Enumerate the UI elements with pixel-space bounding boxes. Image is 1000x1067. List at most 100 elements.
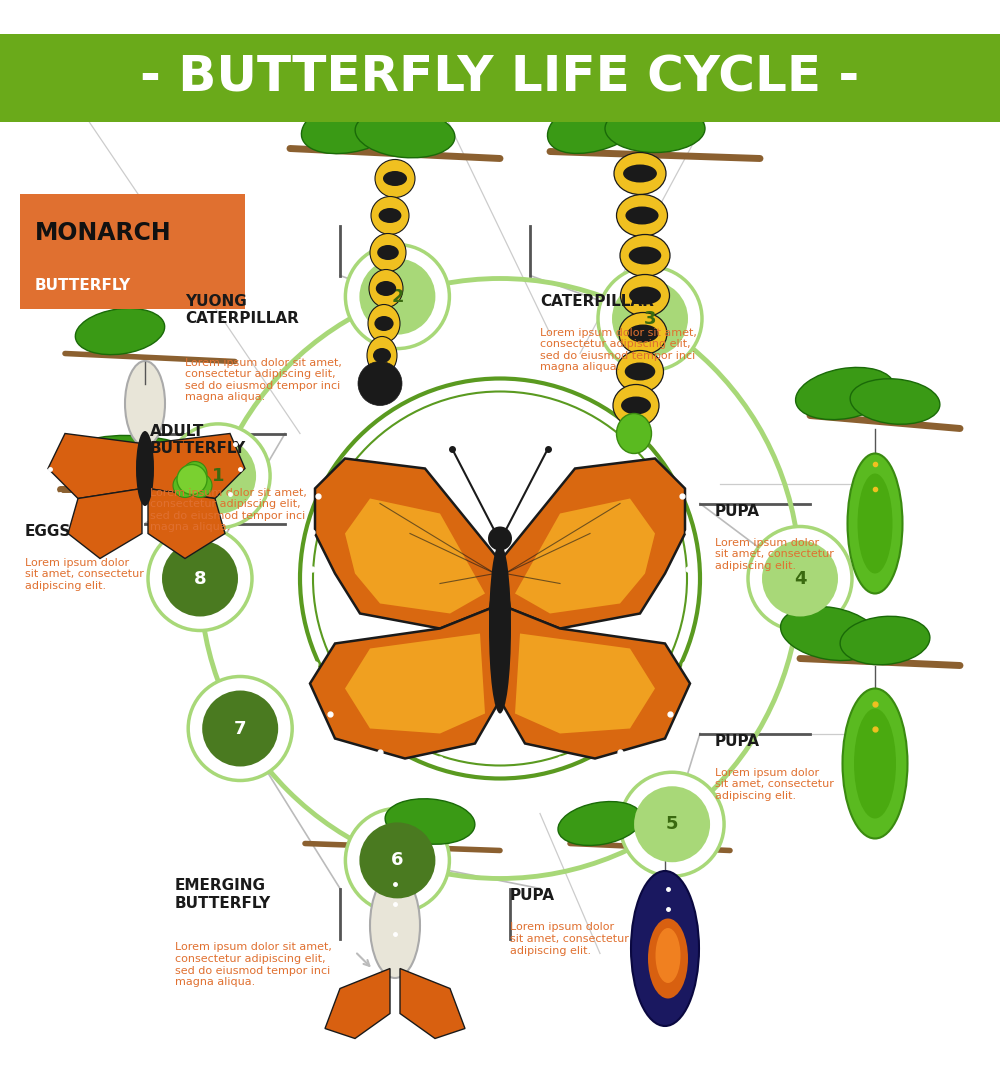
Ellipse shape xyxy=(369,270,403,307)
Text: Lorem ipsum dolor
sit amet, consectetur
adipiscing elit.: Lorem ipsum dolor sit amet, consectetur … xyxy=(25,557,144,591)
Ellipse shape xyxy=(383,171,407,186)
Ellipse shape xyxy=(842,688,908,839)
Ellipse shape xyxy=(376,281,396,296)
Ellipse shape xyxy=(301,94,409,154)
Ellipse shape xyxy=(385,799,475,844)
Ellipse shape xyxy=(489,543,511,714)
Text: Lorem ipsum dolor sit amet,
consectetur adipiscing elit,
sed do eiusmod tempor i: Lorem ipsum dolor sit amet, consectetur … xyxy=(540,328,697,372)
Ellipse shape xyxy=(605,105,705,153)
Ellipse shape xyxy=(379,208,401,223)
Ellipse shape xyxy=(620,274,670,317)
Polygon shape xyxy=(400,969,465,1038)
Text: PUPA: PUPA xyxy=(715,733,760,748)
Circle shape xyxy=(188,676,292,780)
Text: EMERGING
BUTTERFLY: EMERGING BUTTERFLY xyxy=(175,878,271,911)
Polygon shape xyxy=(502,459,685,628)
Ellipse shape xyxy=(619,313,667,354)
Circle shape xyxy=(183,462,207,485)
Text: Lorem ipsum dolor sit amet,
consectetur adipiscing elit,
sed do eiusmod tempor i: Lorem ipsum dolor sit amet, consectetur … xyxy=(150,488,307,532)
Circle shape xyxy=(166,424,270,528)
Polygon shape xyxy=(345,498,485,614)
Ellipse shape xyxy=(616,414,652,453)
Polygon shape xyxy=(325,969,390,1038)
FancyBboxPatch shape xyxy=(20,193,245,308)
Text: 1: 1 xyxy=(212,467,224,484)
Ellipse shape xyxy=(648,919,688,999)
Circle shape xyxy=(148,526,252,631)
Ellipse shape xyxy=(631,871,699,1026)
Ellipse shape xyxy=(629,287,661,304)
Text: 6: 6 xyxy=(391,851,404,870)
Text: 4: 4 xyxy=(794,570,806,588)
Circle shape xyxy=(620,773,724,876)
Ellipse shape xyxy=(368,304,400,343)
Ellipse shape xyxy=(781,606,879,660)
Ellipse shape xyxy=(374,316,394,331)
Circle shape xyxy=(488,526,512,551)
Ellipse shape xyxy=(377,245,399,260)
Ellipse shape xyxy=(621,397,651,414)
Circle shape xyxy=(173,474,197,497)
Circle shape xyxy=(359,823,435,898)
Ellipse shape xyxy=(136,431,154,506)
Text: - BUTTERFLY LIFE CYCLE -: - BUTTERFLY LIFE CYCLE - xyxy=(140,53,860,101)
Text: 8: 8 xyxy=(194,570,206,588)
Text: BUTTERFLY: BUTTERFLY xyxy=(35,278,131,293)
Ellipse shape xyxy=(375,159,415,197)
Ellipse shape xyxy=(547,90,653,154)
Circle shape xyxy=(359,258,435,335)
Ellipse shape xyxy=(850,379,940,425)
Circle shape xyxy=(188,474,212,497)
Ellipse shape xyxy=(616,194,668,237)
Ellipse shape xyxy=(370,873,420,978)
Text: Lorem ipsum dolor
sit amet, consectetur
adipiscing elit.: Lorem ipsum dolor sit amet, consectetur … xyxy=(510,923,629,956)
Ellipse shape xyxy=(858,474,893,573)
Polygon shape xyxy=(148,489,225,558)
Circle shape xyxy=(612,281,688,356)
Text: Lorem ipsum dolor sit amet,
consectetur adipiscing elit,
sed do eiusmod tempor i: Lorem ipsum dolor sit amet, consectetur … xyxy=(185,357,342,402)
Circle shape xyxy=(358,362,402,405)
Ellipse shape xyxy=(177,464,207,494)
Ellipse shape xyxy=(840,617,930,665)
Ellipse shape xyxy=(613,384,659,427)
Text: EGGS: EGGS xyxy=(25,524,71,539)
Ellipse shape xyxy=(75,308,165,354)
Text: YUONG
CATERPILLAR: YUONG CATERPILLAR xyxy=(185,293,299,325)
Ellipse shape xyxy=(367,336,397,375)
Polygon shape xyxy=(315,459,498,628)
Ellipse shape xyxy=(125,361,165,446)
Text: 5: 5 xyxy=(666,815,678,833)
Circle shape xyxy=(598,267,702,370)
Circle shape xyxy=(180,437,256,514)
Polygon shape xyxy=(148,433,245,498)
Polygon shape xyxy=(515,634,655,733)
Ellipse shape xyxy=(854,708,896,818)
Circle shape xyxy=(345,809,449,912)
Polygon shape xyxy=(310,608,498,759)
Ellipse shape xyxy=(848,453,902,593)
Ellipse shape xyxy=(614,153,666,194)
Text: Lorem ipsum dolor
sit amet, consectetur
adipiscing elit.: Lorem ipsum dolor sit amet, consectetur … xyxy=(715,767,834,800)
Ellipse shape xyxy=(796,367,894,419)
Text: PUPA: PUPA xyxy=(510,889,555,904)
Text: Lorem ipsum dolor
sit amet, consectetur
adipiscing elit.: Lorem ipsum dolor sit amet, consectetur … xyxy=(715,538,834,571)
Text: ADULT
BUTTERFLY: ADULT BUTTERFLY xyxy=(150,424,246,456)
Circle shape xyxy=(202,690,278,766)
Text: PUPA: PUPA xyxy=(715,504,760,519)
Text: 7: 7 xyxy=(234,719,246,737)
Ellipse shape xyxy=(627,324,659,343)
Ellipse shape xyxy=(616,350,664,393)
Text: Lorem ipsum dolor sit amet,
consectetur adipiscing elit,
sed do eiusmod tempor i: Lorem ipsum dolor sit amet, consectetur … xyxy=(175,942,332,987)
Ellipse shape xyxy=(625,363,655,381)
Ellipse shape xyxy=(629,246,661,265)
Circle shape xyxy=(748,526,852,631)
Polygon shape xyxy=(68,489,142,558)
Ellipse shape xyxy=(558,801,642,845)
Polygon shape xyxy=(502,608,690,759)
Circle shape xyxy=(762,541,838,617)
Circle shape xyxy=(162,541,238,617)
Ellipse shape xyxy=(355,109,455,158)
Ellipse shape xyxy=(623,164,657,182)
Polygon shape xyxy=(48,433,142,498)
Text: 3: 3 xyxy=(644,309,656,328)
